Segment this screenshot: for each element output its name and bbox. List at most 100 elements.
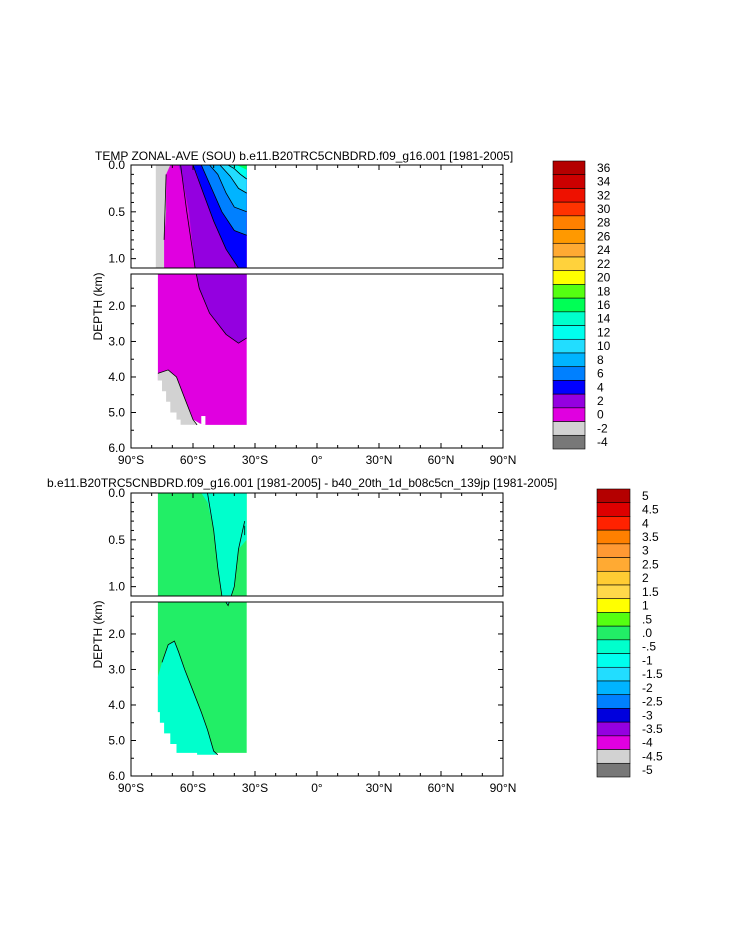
legend-label: 1.5 xyxy=(642,585,659,599)
legend-label: 14 xyxy=(597,312,611,326)
y-tick-label: 0.0 xyxy=(108,158,125,172)
legend-swatch xyxy=(596,612,631,627)
legend-swatch xyxy=(552,229,586,244)
legend-swatch xyxy=(596,639,631,654)
legend-swatch xyxy=(596,653,631,668)
legend-swatch xyxy=(596,598,631,613)
legend-label: 28 xyxy=(597,216,611,230)
x-tick-label: 0° xyxy=(311,453,323,467)
legend-swatch xyxy=(552,338,586,354)
legend-swatch xyxy=(596,680,631,696)
field--.5 xyxy=(201,493,247,606)
legend-swatch xyxy=(596,502,631,517)
legend-label: 24 xyxy=(597,243,611,257)
legend-label: -3 xyxy=(642,708,653,722)
legend-label: 18 xyxy=(597,284,611,298)
legend-label: 5 xyxy=(642,489,649,503)
ocean-floor xyxy=(201,416,206,425)
legend-swatch xyxy=(596,625,631,641)
legend-label: 4 xyxy=(642,516,649,530)
legend-label: -4 xyxy=(642,736,653,750)
legend-swatch xyxy=(596,749,631,764)
legend-swatch xyxy=(552,297,586,313)
legend-label: -2.5 xyxy=(642,695,663,709)
y-axis-label: DEPTH (km) xyxy=(91,601,105,669)
contour-line xyxy=(163,174,167,240)
legend-swatch xyxy=(596,762,631,778)
x-tick-label: 60°S xyxy=(180,781,206,795)
y-tick-label: 5.0 xyxy=(108,733,125,747)
legend-label: -4 xyxy=(597,435,608,449)
legend-swatch xyxy=(552,188,586,203)
legend-swatch xyxy=(596,721,631,737)
ocean-floor xyxy=(155,712,198,757)
y-tick-label: 5.0 xyxy=(108,405,125,419)
legend-label: 2 xyxy=(597,394,604,408)
y-tick-label: 2.0 xyxy=(108,299,125,313)
legend-swatch xyxy=(552,352,586,368)
x-tick-label: 90°N xyxy=(490,781,517,795)
legend-label: 36 xyxy=(597,161,611,175)
contour-line xyxy=(161,640,219,756)
legend-swatch xyxy=(596,543,631,558)
field--2 xyxy=(155,165,171,268)
y-axis-label: DEPTH (km) xyxy=(91,273,105,341)
legend-label: -1.5 xyxy=(642,667,663,681)
legend-label: 6 xyxy=(597,367,604,381)
legend-swatch xyxy=(596,735,631,750)
contour-line xyxy=(219,165,247,194)
legend-label: -2 xyxy=(642,681,653,695)
y-tick-label: 6.0 xyxy=(108,769,125,783)
legend-swatch xyxy=(552,160,586,176)
legend-swatch xyxy=(552,256,586,272)
contour-line xyxy=(200,165,247,236)
legend-swatch xyxy=(596,570,631,586)
x-tick-label: 0° xyxy=(311,781,323,795)
legend-swatch xyxy=(552,366,586,381)
field--.5 xyxy=(157,641,218,755)
legend-label: -3.5 xyxy=(642,722,663,736)
legend-swatch xyxy=(596,708,631,723)
chart-title: TEMP ZONAL-AVE (SOU) b.e11.B20TRC5CNBDRD… xyxy=(95,149,513,163)
legend-label: 20 xyxy=(597,271,611,285)
legend-swatch xyxy=(596,666,631,682)
y-tick-label: 1.0 xyxy=(108,580,125,594)
x-tick-label: 30°S xyxy=(242,781,268,795)
chart-1: 0.0 0.5 1.0 2.0 3.0 4.0 5.0 6.090°S 60°S 30°S 0° 30… xyxy=(91,149,611,467)
legend-swatch xyxy=(552,393,586,409)
legend-label: 4.5 xyxy=(642,503,659,517)
y-tick-label: 4.0 xyxy=(108,370,125,384)
y-tick-label: 0.0 xyxy=(108,486,125,500)
legend-label: -.5 xyxy=(642,640,656,654)
legend-swatch xyxy=(596,529,631,545)
x-tick-label: 30°N xyxy=(366,453,393,467)
contour-field xyxy=(155,493,247,757)
legend-swatch xyxy=(552,201,586,217)
x-tick-label: 60°N xyxy=(428,453,455,467)
chart-title: b.e11.B20TRC5CNBDRD.f09_g16.001 [1981-20… xyxy=(47,476,557,490)
legend-label: 30 xyxy=(597,202,611,216)
legend-swatch xyxy=(552,215,586,230)
legend-swatch xyxy=(596,584,631,600)
legend-label: 32 xyxy=(597,188,611,202)
x-tick-label: 30°S xyxy=(242,453,268,467)
legend-label: -1 xyxy=(642,653,653,667)
legend-label: 22 xyxy=(597,257,611,271)
legend-label: 1 xyxy=(642,599,649,613)
x-tick-label: 30°N xyxy=(366,781,393,795)
contour-line xyxy=(157,369,198,426)
x-tick-label: 90°S xyxy=(118,453,144,467)
legend: 54.543.532.521.51.5.0-.5-1-1.5-2-2.5-3-3… xyxy=(596,488,663,778)
legend-label: .5 xyxy=(642,612,652,626)
contour-line xyxy=(180,165,247,344)
legend-label: 34 xyxy=(597,175,611,189)
y-tick-label: 6.0 xyxy=(108,441,125,455)
legend-label: -2 xyxy=(597,421,608,435)
legend-swatch xyxy=(552,434,586,450)
legend-swatch xyxy=(596,488,631,504)
field-16 xyxy=(236,165,247,170)
y-tick-label: 4.0 xyxy=(108,698,125,712)
legend-swatch xyxy=(552,380,586,395)
legend-swatch xyxy=(596,694,631,709)
legend-label: -4.5 xyxy=(642,749,663,763)
